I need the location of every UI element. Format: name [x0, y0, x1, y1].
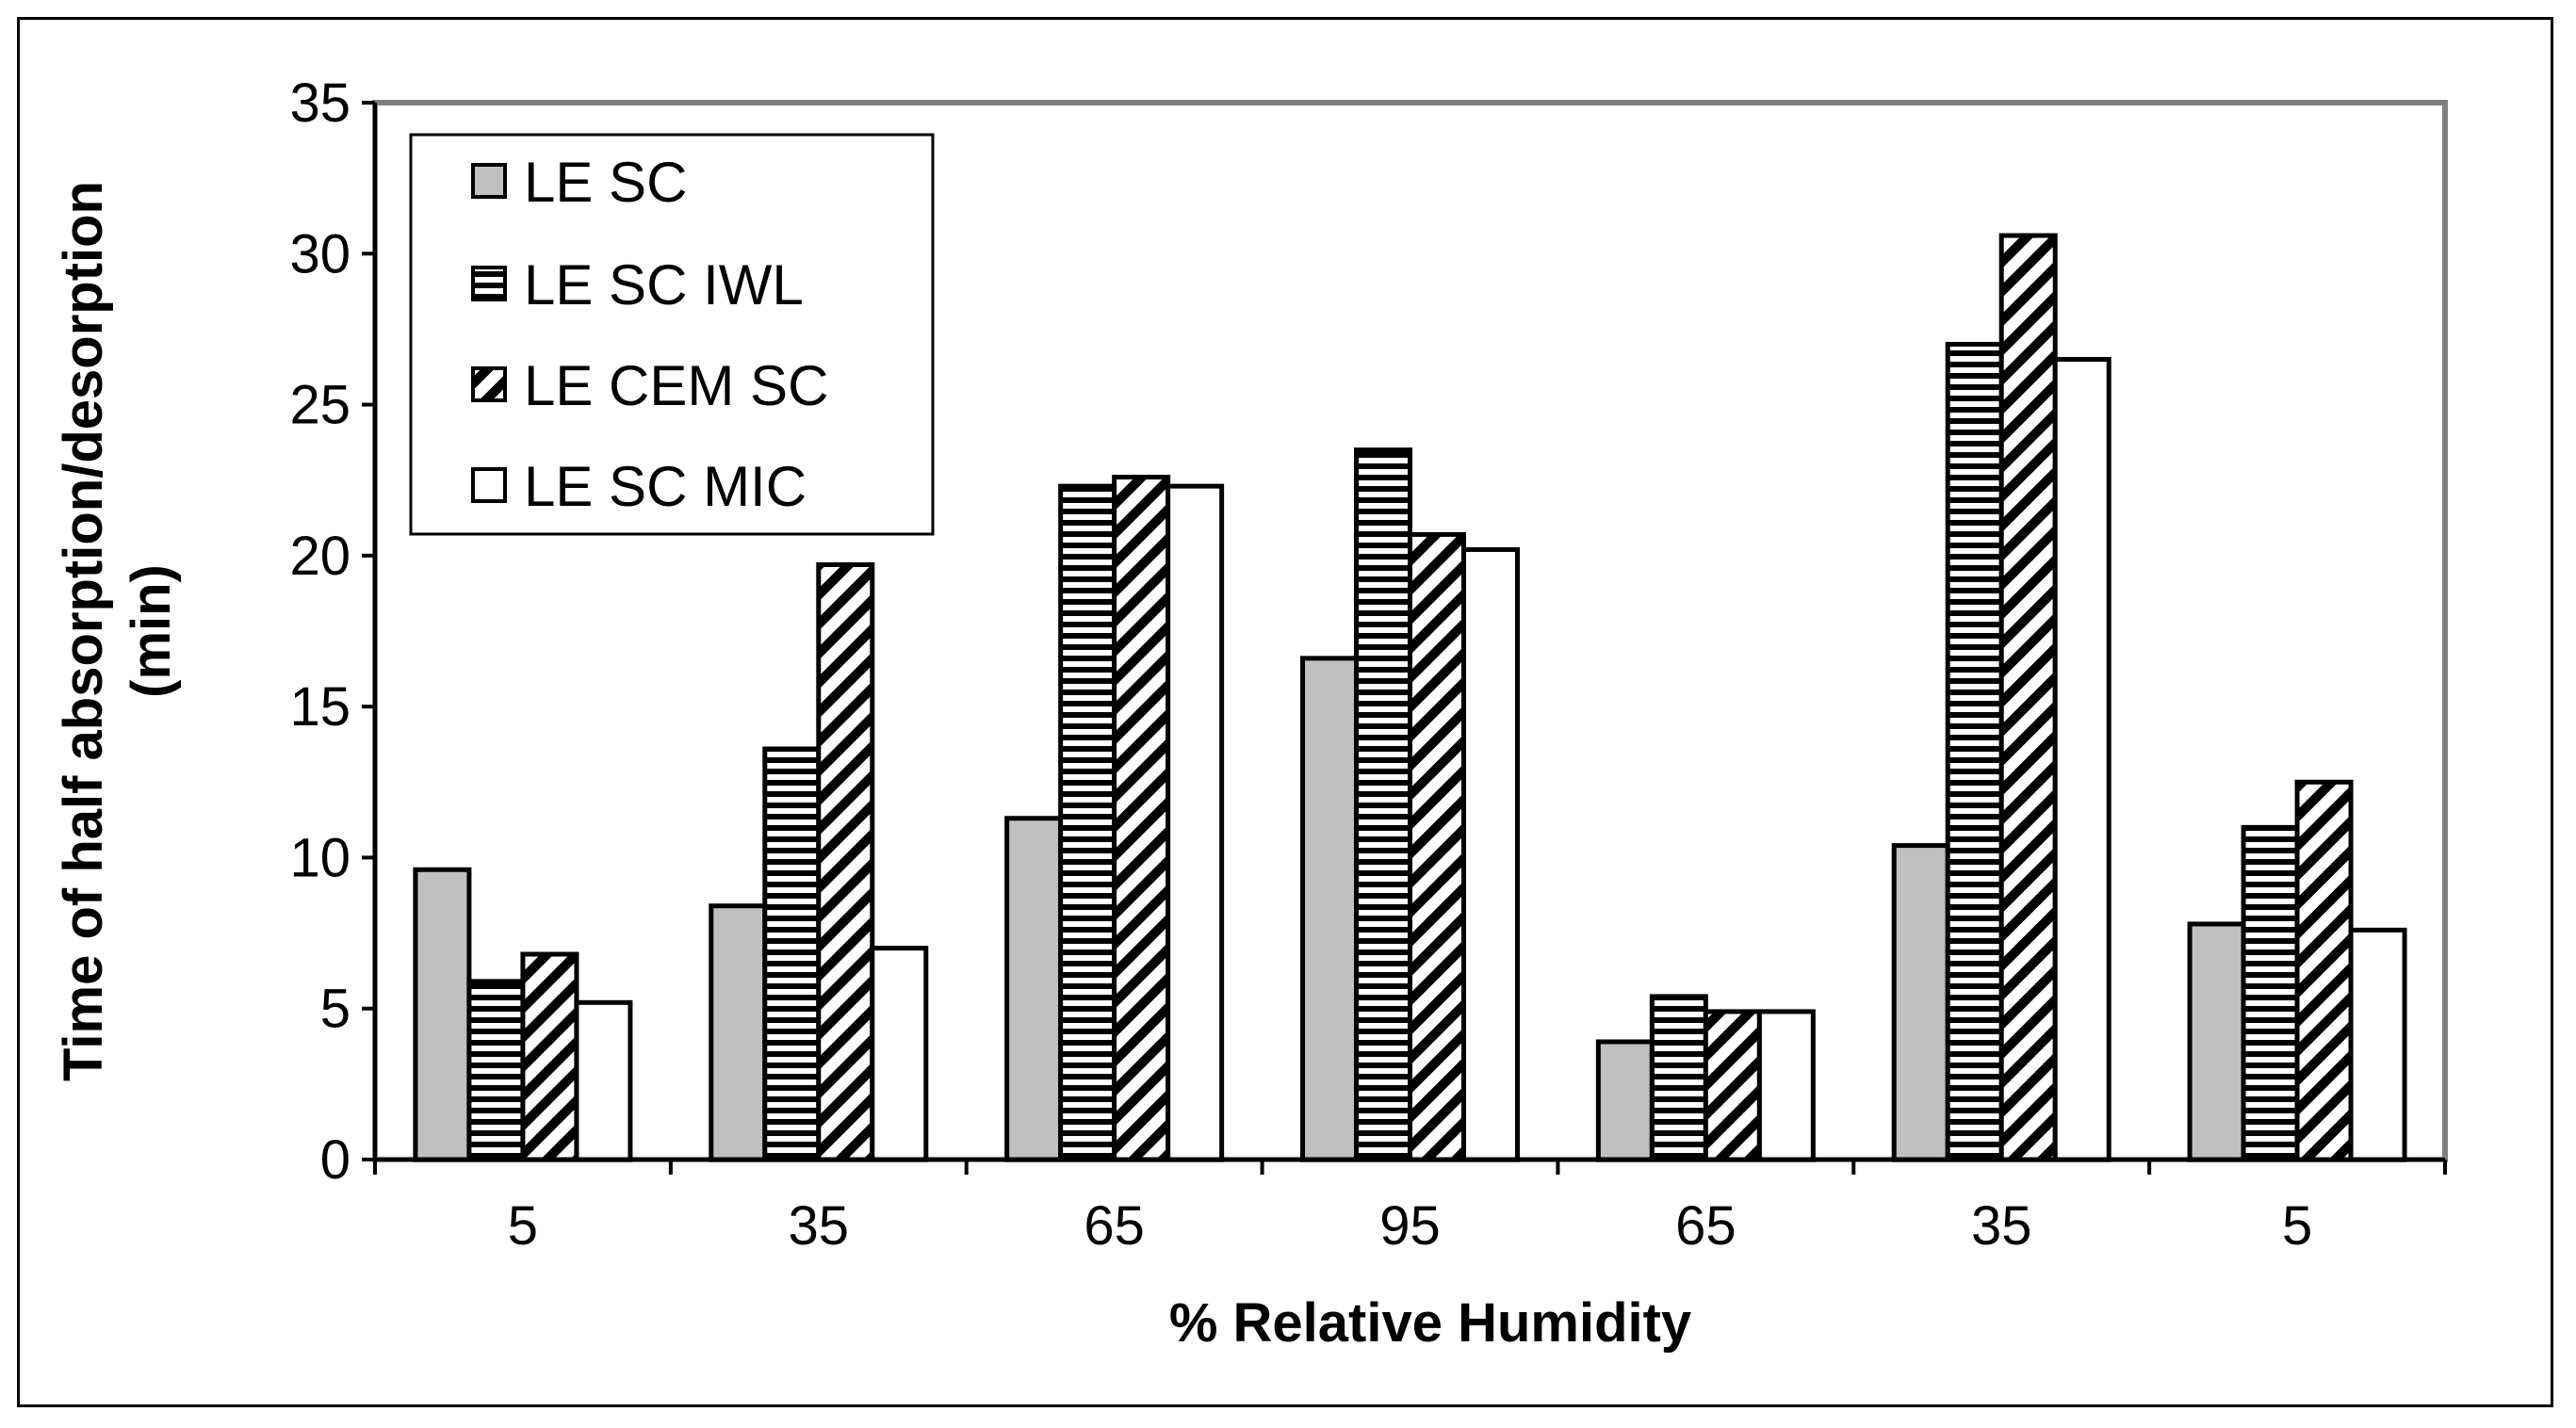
y-axis-title-line1: Time of half absorption/desorption [53, 181, 114, 1081]
legend-swatch-le-sc-iwl [471, 266, 507, 301]
y-tick-label: 20 [289, 526, 351, 587]
bar-le-sc-iwl-3 [1058, 483, 1117, 1162]
y-tick-label: 25 [289, 375, 351, 436]
y-tick-label: 35 [289, 73, 351, 134]
bar-le-sc-iwl-5 [1649, 994, 1708, 1162]
y-axis-title-line2: (min) [121, 564, 182, 698]
bar-le-sc-mic-2 [870, 946, 929, 1162]
bar-le-sc-mic-6 [2052, 356, 2111, 1162]
bar-le-sc-3 [1004, 816, 1064, 1162]
legend-label-le-sc-iwl: LE SC IWL [524, 253, 804, 316]
x-tick-label: 35 [789, 1195, 850, 1257]
legend-label-le-sc: LE SC [524, 151, 687, 214]
bar-le-cem-sc-1 [520, 951, 579, 1162]
y-tick-label: 0 [320, 1129, 351, 1191]
bar-le-sc-mic-5 [1756, 1009, 1816, 1162]
legend-swatch-le-sc-mic [471, 467, 507, 503]
bar-le-sc-iwl-1 [466, 979, 526, 1162]
legend: LE SC LE SC IWL LE CEM SC LE SC MIC [409, 133, 935, 536]
legend-label-le-sc-mic: LE SC MIC [524, 455, 807, 518]
x-tick-label: 95 [1379, 1195, 1441, 1257]
bar-le-sc-mic-7 [2348, 927, 2407, 1162]
bar-le-cem-sc-4 [1408, 531, 1466, 1162]
bar-le-sc-iwl-6 [1945, 341, 2004, 1162]
bar-le-sc-mic-4 [1461, 546, 1520, 1162]
bar-le-sc-iwl-4 [1354, 447, 1412, 1162]
bar-le-sc-5 [1595, 1039, 1655, 1162]
bar-le-cem-sc-5 [1703, 1009, 1762, 1162]
y-tick-label: 10 [289, 827, 351, 888]
bar-le-sc-1 [413, 867, 472, 1162]
bar-le-sc-iwl-7 [2241, 824, 2300, 1162]
bar-le-sc-mic-3 [1166, 483, 1225, 1162]
x-tick-label: 35 [1971, 1195, 2032, 1257]
legend-swatch-le-sc [471, 163, 507, 199]
bar-le-cem-sc-3 [1112, 475, 1171, 1162]
y-tick-label: 5 [320, 979, 351, 1040]
axes-layer: 0 5 10 15 20 25 30 35 5 35 65 95 65 35 5 [289, 73, 2447, 1257]
x-tick-label: 5 [508, 1195, 538, 1257]
bar-le-cem-sc-7 [2294, 779, 2354, 1162]
y-tick-label: 30 [289, 223, 351, 284]
bar-le-cem-sc-2 [816, 561, 875, 1162]
bar-le-cem-sc-6 [1998, 233, 2058, 1162]
legend-label-le-cem-sc: LE CEM SC [524, 354, 828, 417]
bar-le-sc-7 [2187, 921, 2246, 1162]
x-axis-title: % Relative Humidity [1169, 1292, 1691, 1354]
x-tick-label: 65 [1675, 1195, 1736, 1257]
y-tick-label: 15 [289, 676, 351, 738]
x-tick-label: 5 [2282, 1195, 2312, 1257]
legend-swatch-le-cem-sc [471, 366, 507, 402]
bar-le-sc-mic-1 [574, 999, 633, 1162]
x-tick-label: 65 [1084, 1195, 1145, 1257]
bar-le-sc-4 [1300, 656, 1359, 1162]
y-axis-title: Time of half absorption/desorption (min) [53, 181, 182, 1081]
bar-le-sc-2 [709, 903, 768, 1162]
bar-le-sc-iwl-2 [762, 746, 822, 1162]
bar-le-sc-6 [1891, 843, 1950, 1162]
